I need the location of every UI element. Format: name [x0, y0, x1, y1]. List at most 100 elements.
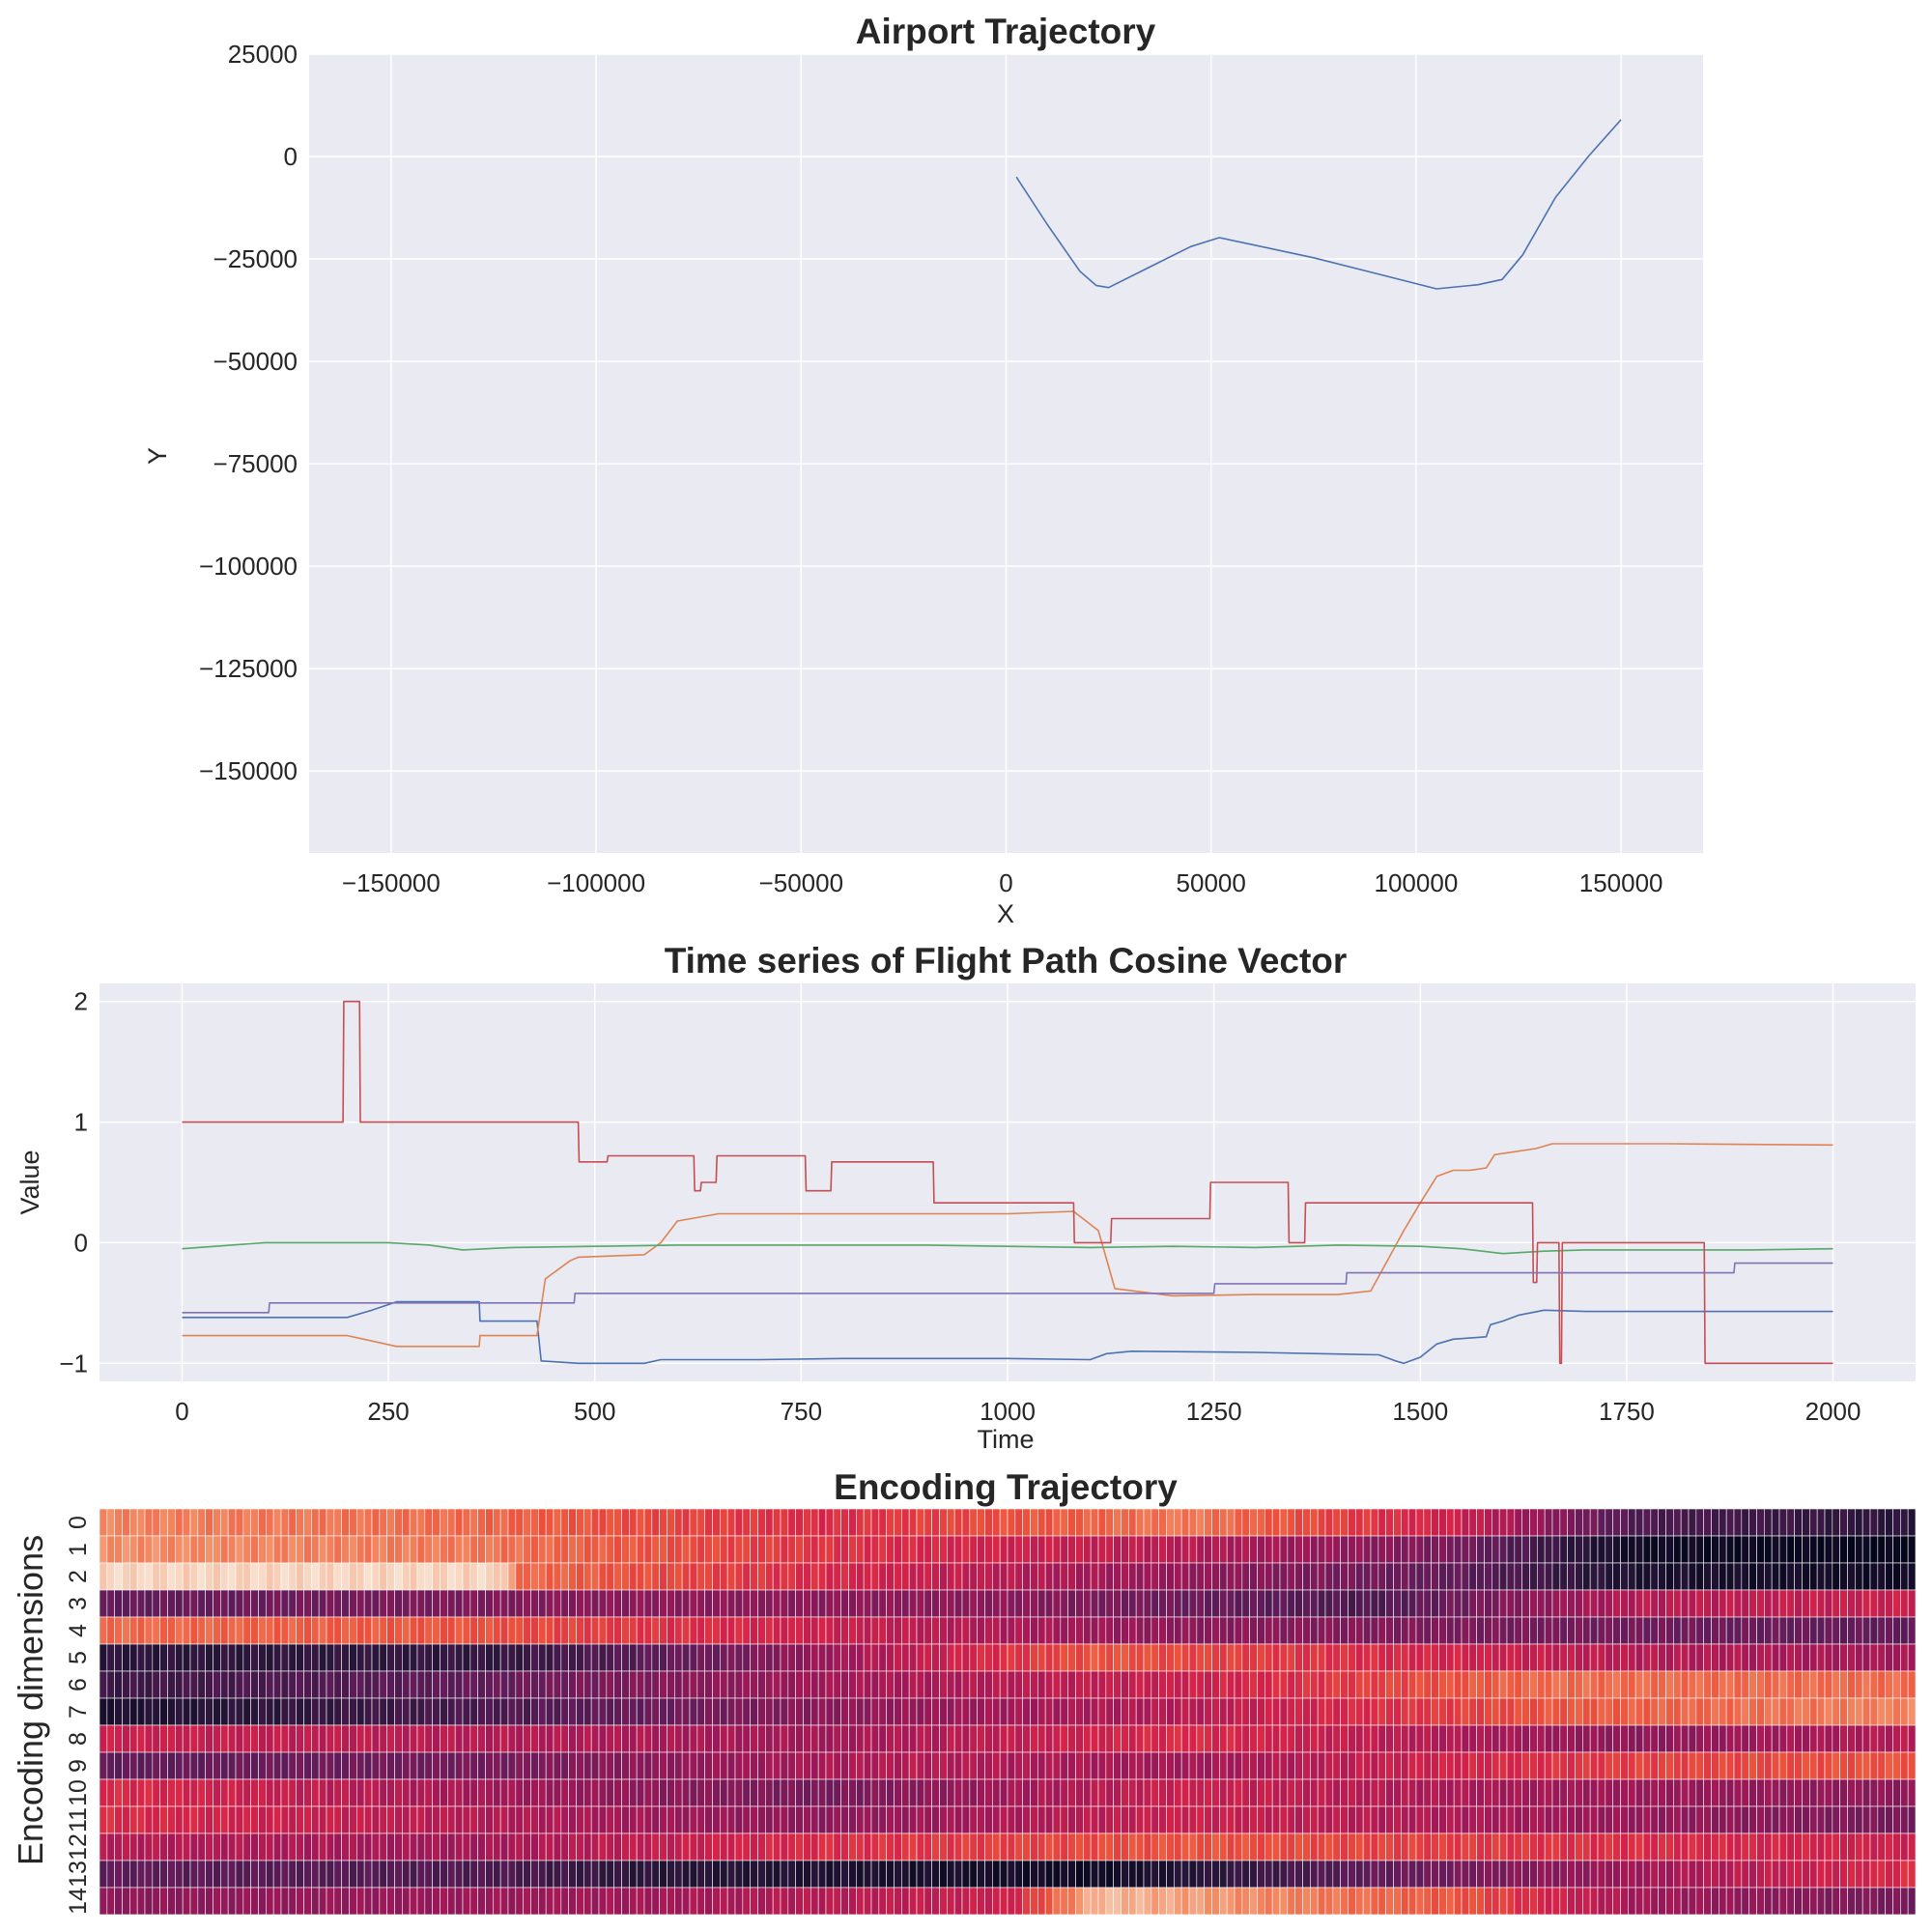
- heatmap-cell: [477, 1887, 486, 1916]
- heatmap-cell: [1484, 1833, 1492, 1861]
- heatmap-cell: [643, 1670, 653, 1699]
- heatmap-cell: [1067, 1860, 1076, 1889]
- heatmap-cell: [545, 1887, 554, 1916]
- heatmap-cell: [1378, 1697, 1386, 1726]
- heatmap-cell: [720, 1508, 728, 1537]
- heatmap-cell: [99, 1643, 108, 1672]
- heatmap-cell: [1680, 1508, 1690, 1537]
- heatmap-cell: [1415, 1724, 1425, 1753]
- heatmap-cell: [734, 1724, 744, 1753]
- heatmap-cell: [242, 1508, 251, 1537]
- heatmap-cell: [1302, 1751, 1311, 1780]
- heatmap-cell: [1030, 1616, 1038, 1645]
- row-tick-label: 6: [65, 1678, 92, 1691]
- series-line-0: [182, 1300, 1833, 1365]
- heatmap-cell: [1453, 1616, 1463, 1645]
- heatmap-cell: [1075, 1670, 1084, 1699]
- heatmap-cell: [742, 1670, 751, 1699]
- heatmap-cell: [485, 1535, 494, 1564]
- heatmap-cell: [689, 1562, 698, 1591]
- heatmap-cell: [1174, 1751, 1182, 1780]
- heatmap-cell: [318, 1535, 327, 1564]
- heatmap-cell: [772, 1535, 781, 1564]
- heatmap-cell: [560, 1562, 569, 1591]
- heatmap-cell: [1022, 1860, 1031, 1889]
- heatmap-cell: [1378, 1535, 1386, 1564]
- heatmap-cell: [939, 1778, 948, 1807]
- heatmap-cell: [1861, 1751, 1871, 1780]
- heatmap-cell: [402, 1833, 411, 1861]
- heatmap-cell: [1264, 1778, 1273, 1807]
- heatmap-cell: [1741, 1751, 1749, 1780]
- heatmap-cell: [848, 1562, 857, 1591]
- heatmap-cell: [1476, 1805, 1485, 1834]
- heatmap-cell: [984, 1724, 993, 1753]
- heatmap-cell: [568, 1724, 577, 1753]
- heatmap-cell: [878, 1589, 887, 1618]
- heatmap-cell: [1135, 1860, 1145, 1889]
- heatmap-cell: [1855, 1508, 1863, 1537]
- heatmap-cell: [1559, 1589, 1568, 1618]
- heatmap-cell: [447, 1562, 456, 1591]
- heatmap-cell: [129, 1860, 138, 1889]
- heatmap-cell: [1362, 1697, 1372, 1726]
- heatmap-cell: [227, 1535, 237, 1564]
- heatmap-cell: [424, 1589, 433, 1618]
- heatmap-cell: [1401, 1751, 1409, 1780]
- heatmap-cell: [1431, 1562, 1439, 1591]
- heatmap-cell: [1794, 1751, 1803, 1780]
- heatmap-cell: [1907, 1616, 1917, 1645]
- heatmap-cell: [1037, 1670, 1046, 1699]
- heatmap-cell: [326, 1887, 335, 1916]
- heatmap-cell: [704, 1860, 713, 1889]
- heatmap-cell: [250, 1589, 259, 1618]
- heatmap-cell: [1816, 1860, 1826, 1889]
- heatmap-cell: [606, 1833, 614, 1861]
- heatmap-cell: [1067, 1670, 1076, 1699]
- heatmap-cell: [167, 1751, 176, 1780]
- heatmap-cell: [1022, 1535, 1031, 1564]
- heatmap-cell: [969, 1778, 978, 1807]
- heatmap-cell: [1620, 1724, 1629, 1753]
- heatmap-cell: [765, 1778, 774, 1807]
- heatmap-cell: [1839, 1778, 1848, 1807]
- heatmap-cell: [636, 1697, 645, 1726]
- heatmap-cell: [1438, 1724, 1447, 1753]
- heatmap-cell: [545, 1643, 554, 1672]
- heatmap-cell: [704, 1805, 713, 1834]
- heatmap-cell: [863, 1508, 872, 1537]
- heatmap-cell: [394, 1860, 403, 1889]
- heatmap-cell: [440, 1670, 448, 1699]
- heatmap-cell: [144, 1751, 154, 1780]
- heatmap-cell: [1113, 1833, 1122, 1861]
- heatmap-cell: [681, 1508, 691, 1537]
- heatmap-cell: [787, 1860, 796, 1889]
- heatmap-cell: [122, 1562, 130, 1591]
- heatmap-cell: [765, 1616, 774, 1645]
- heatmap-cell: [886, 1751, 895, 1780]
- heatmap-cell: [1219, 1697, 1228, 1726]
- heatmap-cell: [424, 1535, 433, 1564]
- heatmap-cell: [1060, 1589, 1068, 1618]
- heatmap-cell: [825, 1887, 835, 1916]
- heatmap-cell: [1211, 1860, 1220, 1889]
- heatmap-cell: [1461, 1670, 1470, 1699]
- heatmap-cell: [1090, 1833, 1099, 1861]
- heatmap-cell: [1612, 1751, 1621, 1780]
- heatmap-cell: [961, 1508, 971, 1537]
- heatmap-cell: [1453, 1535, 1463, 1564]
- heatmap-cell: [1143, 1562, 1152, 1591]
- heatmap-cell: [1529, 1562, 1538, 1591]
- heatmap-cell: [1279, 1589, 1289, 1618]
- heatmap-cell: [1310, 1697, 1319, 1726]
- heatmap-cell: [356, 1562, 365, 1591]
- heatmap-cell: [1370, 1833, 1379, 1861]
- heatmap-cell: [712, 1562, 721, 1591]
- heatmap-cell: [122, 1535, 130, 1564]
- heatmap-cell: [886, 1670, 895, 1699]
- heatmap-cell: [1665, 1508, 1674, 1537]
- heatmap-cell: [1219, 1670, 1228, 1699]
- heatmap-cell: [1832, 1643, 1840, 1672]
- heatmap-cell: [1431, 1805, 1439, 1834]
- heatmap-cell: [220, 1724, 229, 1753]
